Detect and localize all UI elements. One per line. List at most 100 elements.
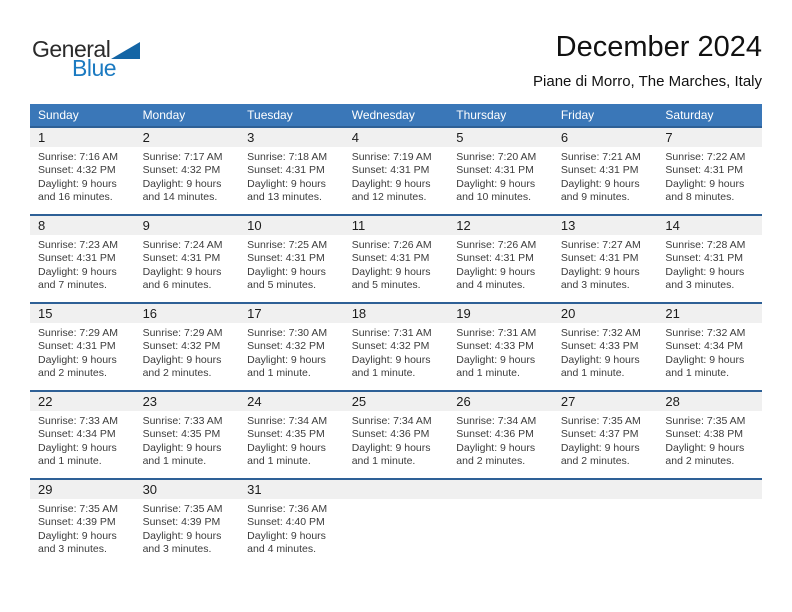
sunrise-text: Sunrise: 7:27 AM — [560, 239, 641, 251]
daylight-text-line2: and 12 minutes. — [351, 191, 427, 204]
sunset-text: Sunset: 4:39 PM — [38, 516, 116, 529]
day-cell: 7 Sunrise: 7:22 AM Sunset: 4:31 PM Daylight… — [657, 128, 762, 214]
daylight-text-line2: and 6 minutes. — [142, 279, 212, 292]
weekday-header-monday: Monday — [142, 108, 186, 122]
sunrise-text: Sunrise: 7:32 AM — [665, 327, 746, 339]
day-info: Sunrise: 7:23 AM Sunset: 4:31 PM Daylight:… — [30, 235, 135, 293]
sunrise-text: Sunrise: 7:21 AM — [560, 151, 641, 163]
daylight-text-line1: Daylight: 9 hours — [247, 529, 326, 542]
sunset-text: Sunset: 4:32 PM — [351, 340, 430, 353]
day-info: Sunrise: 7:35 AM Sunset: 4:38 PM Daylight:… — [657, 411, 762, 469]
logo-triangle-icon — [111, 42, 141, 59]
day-info: Sunrise: 7:34 AM Sunset: 4:36 PM Daylight:… — [448, 411, 553, 469]
sunrise-text: Sunrise: 7:35 AM — [38, 503, 118, 515]
sunset-text: Sunset: 4:32 PM — [142, 164, 221, 177]
general-blue-logo: General Blue — [32, 38, 141, 80]
sunrise-text: Sunrise: 7:34 AM — [351, 415, 432, 427]
daylight-text-line2: and 16 minutes. — [38, 191, 113, 204]
sunrise-text: Sunrise: 7:20 AM — [456, 151, 537, 163]
daylight-text-line1: Daylight: 9 hours — [665, 177, 745, 190]
logo-row: General — [32, 38, 141, 61]
sunset-text: Sunset: 4:35 PM — [247, 428, 325, 441]
daylight-text-line2: and 2 minutes. — [456, 455, 526, 468]
empty-cell — [657, 480, 762, 566]
day-cell: 18 Sunrise: 7:31 AM Sunset: 4:32 PM Dayligh… — [343, 304, 449, 390]
day-number: 20 — [552, 304, 658, 323]
sunset-text: Sunset: 4:31 PM — [351, 164, 430, 177]
daylight-text-line1: Daylight: 9 hours — [560, 265, 640, 278]
day-number: 11 — [343, 216, 449, 235]
day-cell: 21 Sunrise: 7:32 AM Sunset: 4:34 PM Dayligh… — [657, 304, 762, 390]
daylight-text-line1: Daylight: 9 hours — [665, 353, 745, 366]
day-cell: 12 Sunrise: 7:26 AM Sunset: 4:31 PM Dayligh… — [448, 216, 553, 302]
day-number: 18 — [343, 304, 449, 323]
day-cell: 25 Sunrise: 7:34 AM Sunset: 4:36 PM Dayligh… — [343, 392, 449, 478]
sunrise-text: Sunrise: 7:30 AM — [247, 327, 328, 339]
day-number — [343, 480, 449, 499]
daylight-text-line1: Daylight: 9 hours — [456, 353, 536, 366]
day-cell: 1 Sunrise: 7:16 AM Sunset: 4:32 PM Daylight… — [30, 128, 135, 214]
day-cell: 3 Sunrise: 7:18 AM Sunset: 4:31 PM Daylight… — [239, 128, 344, 214]
daylight-text-line1: Daylight: 9 hours — [142, 177, 222, 190]
sunrise-text: Sunrise: 7:29 AM — [142, 327, 223, 339]
daylight-text-line1: Daylight: 9 hours — [247, 177, 326, 190]
daylight-text-line1: Daylight: 9 hours — [351, 441, 431, 454]
day-cell: 22 Sunrise: 7:33 AM Sunset: 4:34 PM Dayligh… — [30, 392, 135, 478]
sunset-text: Sunset: 4:31 PM — [665, 252, 744, 265]
daylight-text-line2: and 5 minutes. — [247, 279, 317, 292]
day-cell: 31 Sunrise: 7:36 AM Sunset: 4:40 PM Dayligh… — [239, 480, 344, 566]
daylight-text-line1: Daylight: 9 hours — [142, 353, 222, 366]
daylight-text-line2: and 3 minutes. — [142, 543, 212, 556]
sunset-text: Sunset: 4:31 PM — [560, 164, 639, 177]
day-info: Sunrise: 7:28 AM Sunset: 4:31 PM Daylight:… — [657, 235, 762, 293]
day-info: Sunrise: 7:35 AM Sunset: 4:39 PM Daylight:… — [30, 499, 135, 557]
day-number: 26 — [448, 392, 553, 411]
weekday-header-wednesday: Wednesday — [351, 108, 415, 122]
sunset-text: Sunset: 4:31 PM — [38, 252, 116, 265]
day-info: Sunrise: 7:24 AM Sunset: 4:31 PM Daylight:… — [135, 235, 240, 293]
sunrise-text: Sunrise: 7:23 AM — [38, 239, 118, 251]
sunrise-text: Sunrise: 7:35 AM — [665, 415, 746, 427]
day-number: 3 — [239, 128, 344, 147]
day-cell: 27 Sunrise: 7:35 AM Sunset: 4:37 PM Dayligh… — [552, 392, 658, 478]
sunrise-text: Sunrise: 7:35 AM — [560, 415, 641, 427]
day-info: Sunrise: 7:26 AM Sunset: 4:31 PM Daylight:… — [448, 235, 553, 293]
sunrise-text: Sunrise: 7:22 AM — [665, 151, 746, 163]
daylight-text-line2: and 2 minutes. — [38, 367, 107, 380]
daylight-text-line1: Daylight: 9 hours — [38, 353, 117, 366]
day-cell: 15 Sunrise: 7:29 AM Sunset: 4:31 PM Dayligh… — [30, 304, 135, 390]
daylight-text-line2: and 9 minutes. — [560, 191, 630, 204]
daylight-text-line1: Daylight: 9 hours — [142, 529, 222, 542]
sunset-text: Sunset: 4:31 PM — [456, 164, 534, 177]
day-info: Sunrise: 7:29 AM Sunset: 4:32 PM Daylight:… — [135, 323, 240, 381]
day-cell: 14 Sunrise: 7:28 AM Sunset: 4:31 PM Dayligh… — [657, 216, 762, 302]
sunrise-text: Sunrise: 7:29 AM — [38, 327, 118, 339]
day-number: 10 — [239, 216, 344, 235]
daylight-text-line1: Daylight: 9 hours — [456, 441, 536, 454]
daylight-text-line1: Daylight: 9 hours — [247, 353, 326, 366]
sunrise-text: Sunrise: 7:34 AM — [247, 415, 328, 427]
daylight-text-line2: and 8 minutes. — [665, 191, 735, 204]
day-info: Sunrise: 7:34 AM Sunset: 4:36 PM Daylight:… — [344, 411, 449, 469]
day-cell: 26 Sunrise: 7:34 AM Sunset: 4:36 PM Dayligh… — [448, 392, 553, 478]
sunset-text: Sunset: 4:40 PM — [247, 516, 325, 529]
daylight-text-line1: Daylight: 9 hours — [665, 441, 745, 454]
day-number: 24 — [239, 392, 344, 411]
day-number: 8 — [30, 216, 135, 235]
weeks-container: 1 Sunrise: 7:16 AM Sunset: 4:32 PM Daylight… — [30, 126, 762, 566]
daylight-text-line2: and 3 minutes. — [560, 279, 630, 292]
day-number: 15 — [30, 304, 135, 323]
daylight-text-line1: Daylight: 9 hours — [247, 265, 326, 278]
day-info: Sunrise: 7:33 AM Sunset: 4:34 PM Daylight:… — [30, 411, 135, 469]
sunset-text: Sunset: 4:31 PM — [665, 164, 744, 177]
sunset-text: Sunset: 4:36 PM — [351, 428, 430, 441]
sunset-text: Sunset: 4:31 PM — [142, 252, 221, 265]
sunrise-text: Sunrise: 7:17 AM — [142, 151, 223, 163]
day-cell: 20 Sunrise: 7:32 AM Sunset: 4:33 PM Dayligh… — [552, 304, 658, 390]
sunrise-text: Sunrise: 7:33 AM — [38, 415, 118, 427]
day-info: Sunrise: 7:34 AM Sunset: 4:35 PM Daylight:… — [239, 411, 344, 469]
sunset-text: Sunset: 4:31 PM — [38, 340, 116, 353]
daylight-text-line2: and 1 minute. — [247, 455, 311, 468]
day-info: Sunrise: 7:19 AM Sunset: 4:31 PM Daylight:… — [344, 147, 449, 205]
sunrise-text: Sunrise: 7:24 AM — [142, 239, 223, 251]
